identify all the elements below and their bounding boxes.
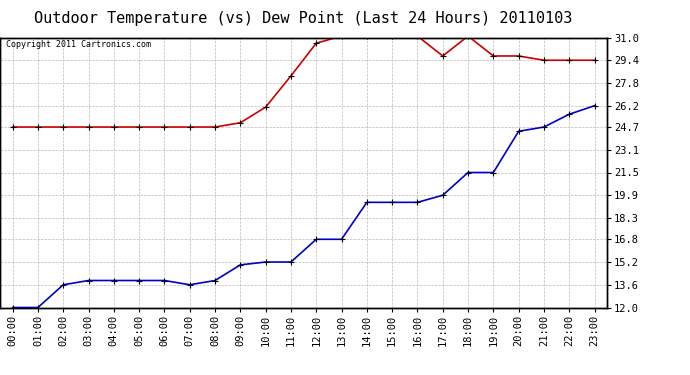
Text: Outdoor Temperature (vs) Dew Point (Last 24 Hours) 20110103: Outdoor Temperature (vs) Dew Point (Last…: [34, 11, 573, 26]
Text: Copyright 2011 Cartronics.com: Copyright 2011 Cartronics.com: [6, 40, 151, 49]
